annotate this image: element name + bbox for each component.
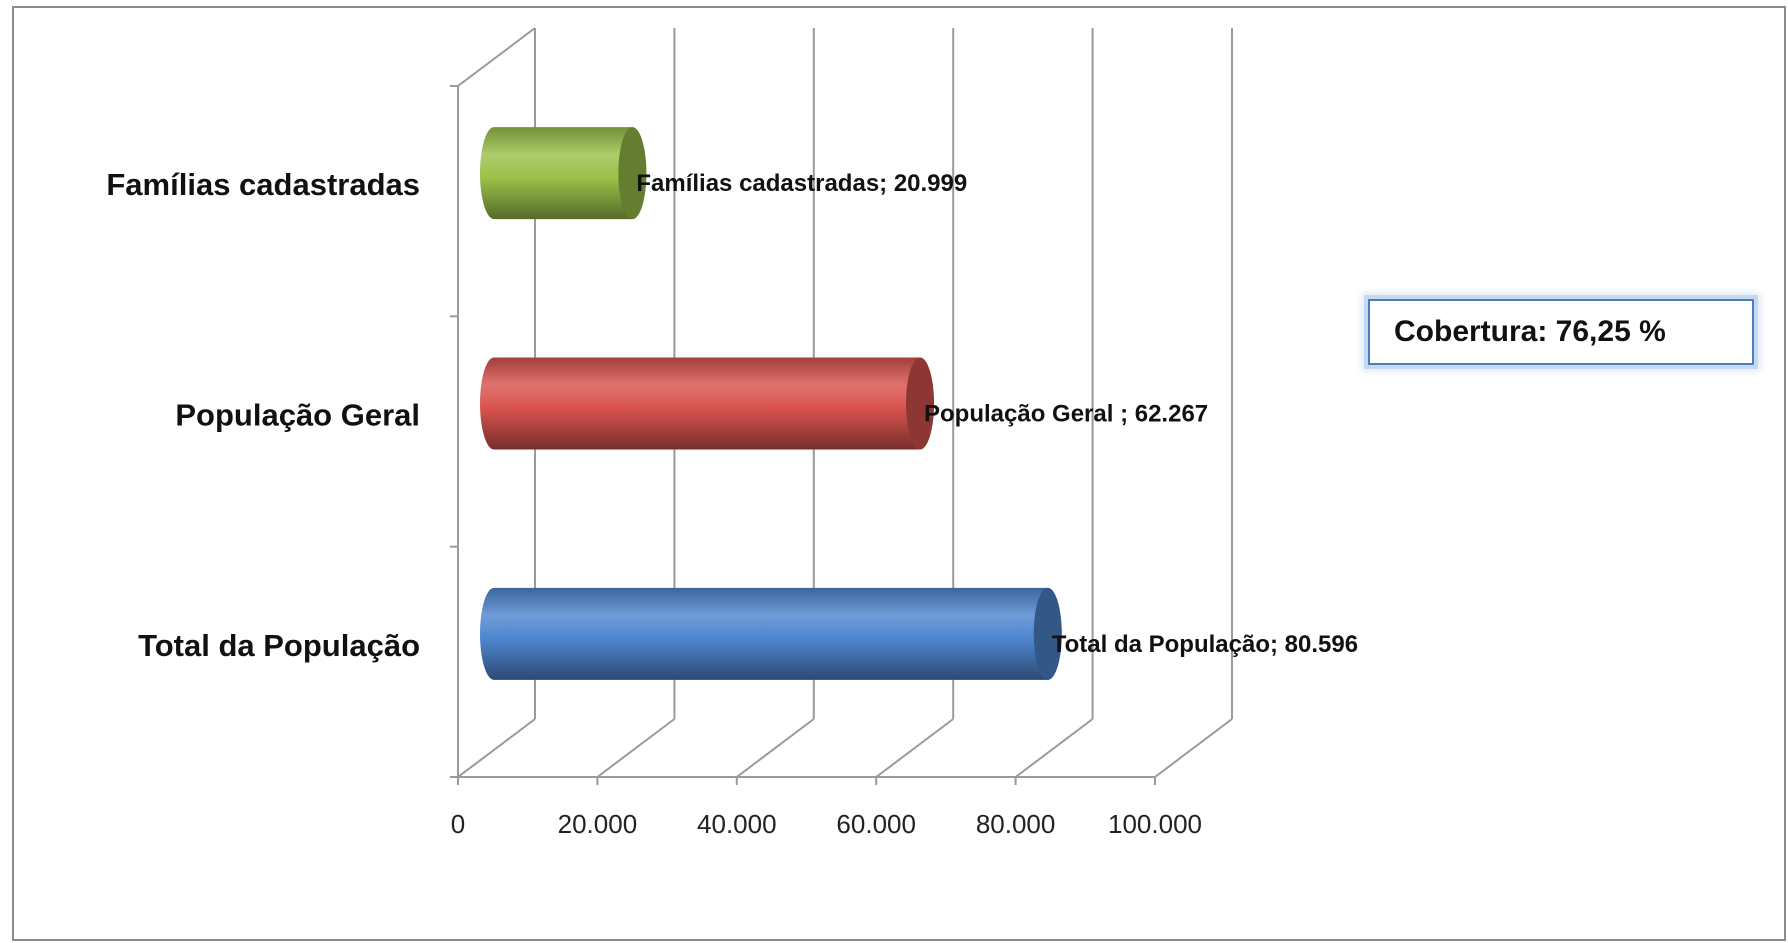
coverage-annotation: Cobertura: 76,25 % <box>1368 299 1754 365</box>
x-tick-label: 100.000 <box>1108 809 1202 839</box>
x-tick-label: 60.000 <box>836 809 916 839</box>
floor-gridline <box>457 718 536 778</box>
bar-0-cap <box>1033 587 1062 680</box>
bar-2-body <box>480 127 647 220</box>
bar-1-body <box>480 357 934 450</box>
coverage-text: Cobertura: 76,25 % <box>1394 315 1666 348</box>
x-tick-label: 20.000 <box>558 809 638 839</box>
category-label-1: População Geral <box>175 398 420 433</box>
floor-gridline <box>1014 718 1094 778</box>
bar-2-cap <box>618 127 647 220</box>
floor-gridline <box>1154 718 1233 778</box>
bar-1-cap <box>906 357 935 450</box>
floor-gridline <box>596 718 676 778</box>
x-tick-label: 80.000 <box>976 809 1056 839</box>
data-label-2: Famílias cadastradas; 20.999 <box>636 170 967 197</box>
floor-gridline <box>736 718 815 778</box>
floor-gridline <box>875 718 954 778</box>
x-tick-label: 0 <box>451 809 465 839</box>
data-label-0: Total da População; 80.596 <box>1052 631 1358 658</box>
category-label-0: Total da População <box>138 628 420 663</box>
chart-frame <box>12 6 1786 941</box>
bar-0-body <box>480 587 1062 680</box>
x-tick-label: 40.000 <box>697 809 777 839</box>
category-label-2: Famílias cadastradas <box>106 167 420 202</box>
data-label-1: População Geral ; 62.267 <box>924 401 1208 428</box>
wall-top-edge <box>457 27 536 87</box>
